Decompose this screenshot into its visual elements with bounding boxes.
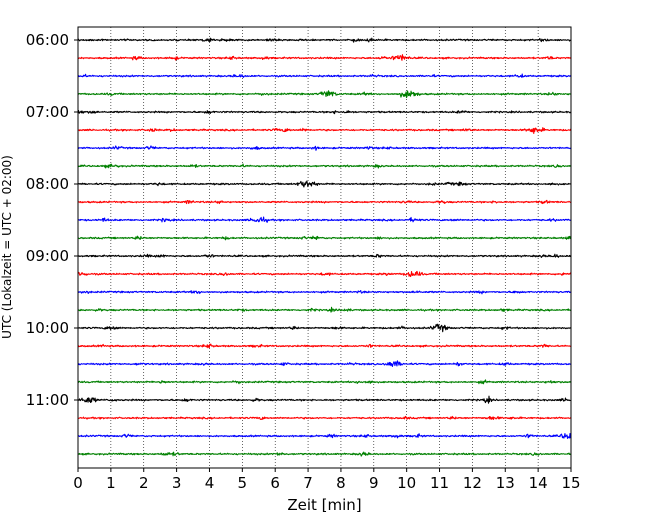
x-tick-label: 12 (463, 474, 482, 492)
trace-line (77, 253, 572, 258)
trace-line (77, 109, 572, 115)
x-tick-label: 0 (73, 474, 83, 492)
y-tick-label: 08:00 (26, 175, 69, 193)
trace-line (77, 90, 572, 99)
y-tick-label: 10:00 (26, 319, 69, 337)
trace-line (77, 180, 572, 188)
trace-line (77, 37, 572, 43)
x-tick-label: 10 (397, 474, 416, 492)
x-tick-label: 14 (529, 474, 548, 492)
x-tick-label: 15 (561, 474, 580, 492)
x-tick-label: 3 (172, 474, 182, 492)
trace-line (77, 216, 572, 223)
x-tick-label: 6 (270, 474, 280, 492)
x-tick-label: 11 (430, 474, 449, 492)
y-tick-label: 07:00 (26, 103, 69, 121)
trace-line (77, 415, 572, 420)
trace-line (77, 270, 572, 278)
y-axis-label: UTC (Lokalzeit = UTC + 02:00) (0, 155, 14, 339)
trace-line (77, 395, 572, 404)
trace-line (77, 199, 572, 205)
trace-line (77, 343, 572, 349)
plot-frame (77, 26, 572, 469)
seismic-traces (77, 37, 572, 457)
trace-line (77, 323, 572, 333)
trace-line (77, 432, 572, 439)
x-axis-ticks: 0 1 2 3 4 5 6 7 8 9 10 11 12 13 14 15 (73, 468, 581, 492)
trace-line (77, 235, 572, 241)
trace-line (77, 145, 572, 151)
trace-line (77, 379, 572, 385)
trace-line (77, 306, 572, 313)
trace-line (77, 289, 572, 295)
x-tick-label: 9 (369, 474, 379, 492)
trace-line (77, 54, 572, 61)
x-tick-label: 5 (238, 474, 248, 492)
trace-line (77, 73, 572, 78)
trace-line (77, 360, 572, 368)
y-axis-ticks: 06:00 07:00 08:00 09:00 10:00 11:00 (26, 31, 78, 409)
trace-line (77, 451, 572, 457)
x-tick-label: 13 (496, 474, 515, 492)
y-tick-label: 11:00 (26, 391, 69, 409)
x-tick-label: 8 (336, 474, 346, 492)
x-tick-label: 1 (106, 474, 116, 492)
x-axis-label: Zeit [min] (287, 496, 361, 514)
y-tick-label: 09:00 (26, 247, 69, 265)
x-tick-label: 7 (303, 474, 313, 492)
trace-line (77, 163, 572, 169)
y-tick-label: 06:00 (26, 31, 69, 49)
x-tick-label: 2 (139, 474, 149, 492)
x-tick-label: 4 (205, 474, 215, 492)
trace-line (77, 127, 572, 135)
